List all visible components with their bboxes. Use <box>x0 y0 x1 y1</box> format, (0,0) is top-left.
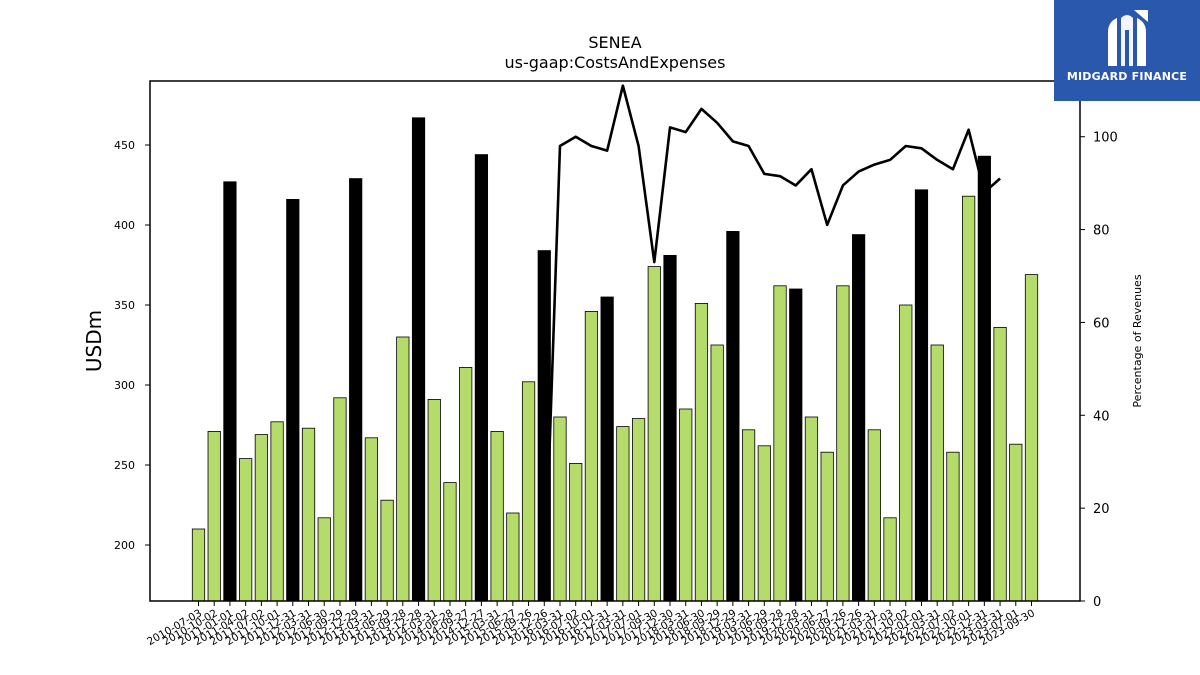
x-ticks: 2010-07-032010-10-022011-01-012011-04-02… <box>145 601 1037 648</box>
bar <box>773 285 787 602</box>
y-tick-label: 400 <box>114 219 135 232</box>
bar <box>679 408 693 602</box>
bar <box>930 344 944 602</box>
y-axis-label: USDm <box>82 310 106 372</box>
y-ticks: 200 250 300 350 400 450 <box>114 139 150 552</box>
y2-tick-label: 60 <box>1093 316 1110 331</box>
bar <box>411 117 426 602</box>
line-layer <box>542 84 1001 602</box>
bar <box>883 517 897 602</box>
bar <box>852 234 866 602</box>
bar <box>443 482 457 602</box>
bar <box>914 189 929 602</box>
bar <box>474 154 489 602</box>
y-tick-label: 300 <box>114 379 135 392</box>
bar <box>977 155 991 602</box>
y-tick-label: 450 <box>114 139 135 152</box>
bar <box>867 429 881 602</box>
bar <box>521 381 536 602</box>
y-tick-label: 350 <box>114 299 135 312</box>
bar <box>301 427 316 602</box>
series-line <box>542 84 1001 602</box>
bar <box>286 198 300 602</box>
y-tick-label: 250 <box>114 459 135 472</box>
bar <box>349 178 363 602</box>
y2-tick-label: 0 <box>1093 595 1101 610</box>
bar <box>741 429 756 602</box>
bar <box>962 195 976 602</box>
bar <box>647 266 661 602</box>
bar <box>317 517 331 602</box>
brand-name: MIDGARD FINANCE <box>1066 70 1188 83</box>
bar <box>899 304 913 602</box>
brand-logo: MIDGARD FINANCE <box>1054 0 1200 101</box>
y2-ticks: 0 20 40 60 80 100 <box>1080 131 1118 610</box>
bar <box>333 397 347 602</box>
bar <box>239 458 253 602</box>
bar <box>820 451 834 602</box>
bar <box>427 398 441 602</box>
bar <box>1024 274 1039 602</box>
bar <box>663 254 677 602</box>
bar <box>631 418 646 602</box>
bar <box>757 445 771 602</box>
bar <box>191 528 206 602</box>
bar <box>993 326 1007 602</box>
bar <box>569 462 583 602</box>
bar <box>459 366 473 602</box>
bar <box>584 310 599 602</box>
bar <box>396 336 410 602</box>
bar <box>836 285 850 602</box>
bar <box>364 437 378 602</box>
bar <box>804 416 819 602</box>
bar <box>490 430 504 602</box>
y2-axis-label: Percentage of Revenues <box>1131 274 1144 407</box>
y-tick-label: 200 <box>114 539 135 552</box>
bar <box>207 430 221 602</box>
bars <box>191 117 1039 602</box>
bar <box>616 426 630 602</box>
y2-tick-label: 100 <box>1093 131 1118 146</box>
bar <box>553 416 567 602</box>
bar <box>270 421 284 602</box>
bar <box>537 250 551 602</box>
midgard-logo-icon <box>1108 10 1148 66</box>
chart-subtitle: us-gaap:CostsAndExpenses <box>505 53 726 72</box>
bar <box>726 230 740 602</box>
y2-tick-label: 20 <box>1093 502 1110 517</box>
y2-tick-label: 40 <box>1093 409 1110 424</box>
bar <box>694 302 709 602</box>
bar <box>506 512 520 602</box>
bar <box>254 434 268 602</box>
chart-title: SENEA <box>588 33 641 52</box>
y2-tick-label: 80 <box>1093 224 1110 239</box>
axes <box>149 80 1081 602</box>
bar <box>223 181 237 602</box>
bar <box>789 288 803 602</box>
bar <box>1009 443 1023 602</box>
bar <box>600 296 614 602</box>
bar <box>710 344 724 602</box>
bar <box>946 451 960 602</box>
plot-frame <box>149 80 1081 602</box>
bar <box>380 499 394 602</box>
